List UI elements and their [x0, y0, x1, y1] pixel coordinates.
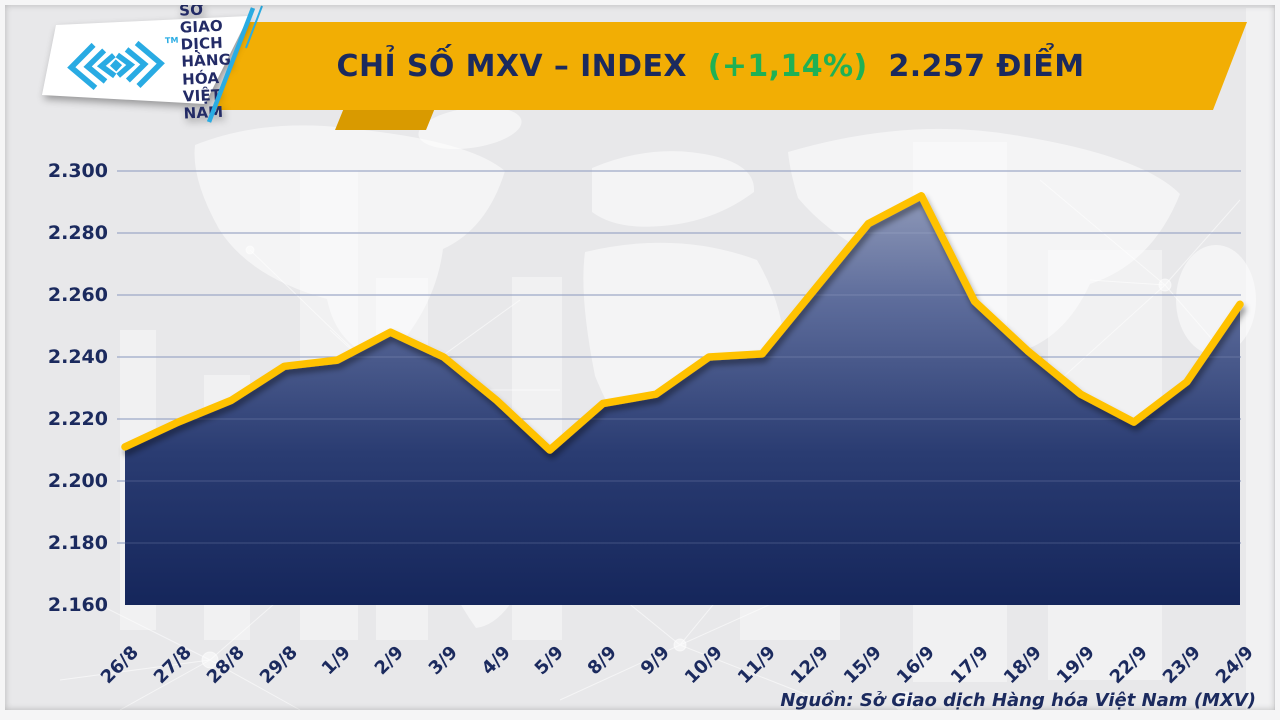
title-index-value: 2.257 ĐIỂM: [888, 48, 1085, 84]
gridlines-overlay: [117, 170, 1241, 544]
title-change-percent: (+1,14%): [707, 48, 868, 84]
trademark-symbol: TM: [164, 35, 179, 46]
mxv-logo-icon: [67, 40, 165, 91]
page-title: CHỈ SỐ MXV – INDEX (+1,14%) 2.257 ĐIỂM: [337, 49, 1085, 84]
cyan-slash-accent: [206, 5, 263, 123]
index-area-fill: [125, 195, 1240, 606]
network-watermark: [59, 179, 1241, 713]
index-line: [121, 192, 1244, 454]
title-banner: CHỈ SỐ MXV – INDEX (+1,14%) 2.257 ĐIỂM: [214, 22, 1247, 110]
title-main: CHỈ SỐ MXV – INDEX: [336, 48, 687, 84]
mxv-logo-card: TM SỞ GIAO DỊCH HÀNG HÓA VIỆT NAM: [40, 1, 252, 122]
